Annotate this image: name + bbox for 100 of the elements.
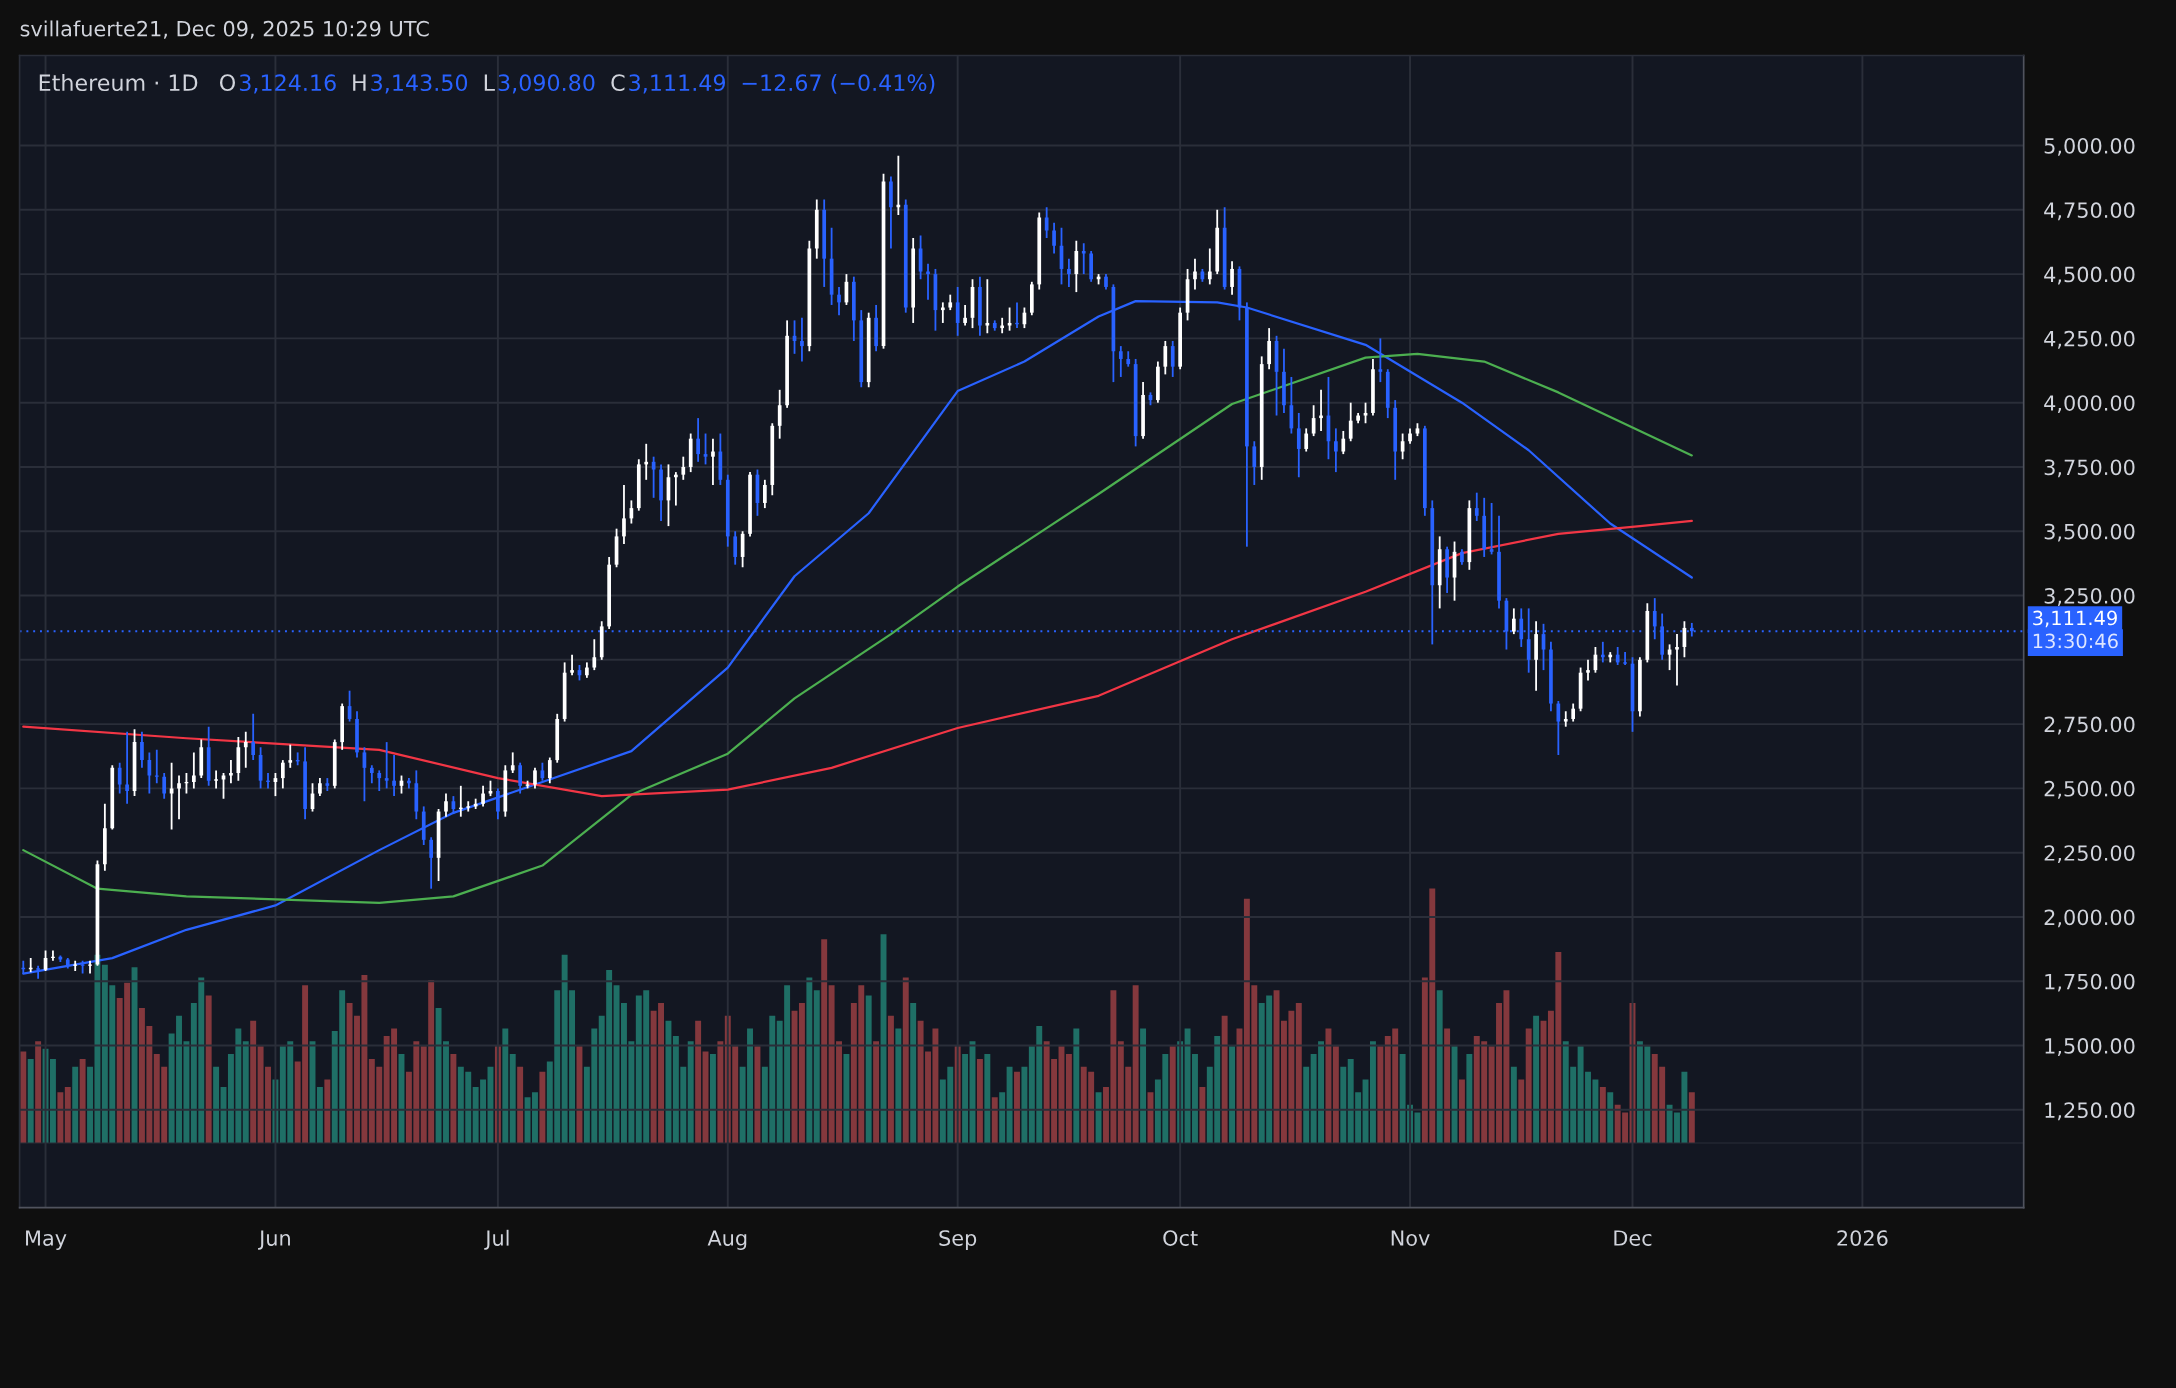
y-tick-label: 1,500.00 — [2045, 1038, 2135, 1056]
candlestick — [1623, 651, 1627, 666]
candlestick — [592, 638, 597, 672]
bar — [813, 990, 820, 1144]
bar — [1169, 1046, 1176, 1144]
ref-line-label: 3,111.49 — [2033, 610, 2117, 628]
bar — [250, 1020, 257, 1144]
bar — [1073, 1028, 1080, 1144]
y-tick-label: 3,500.00 — [2044, 523, 2135, 542]
candlestick — [1081, 242, 1086, 276]
candlestick — [681, 455, 686, 481]
bar — [1340, 1066, 1347, 1144]
bar — [1221, 1015, 1228, 1144]
bar — [509, 1053, 516, 1144]
bar — [1065, 1053, 1072, 1144]
candlestick — [377, 769, 382, 792]
candlestick — [518, 761, 522, 795]
bar — [976, 1059, 983, 1144]
candlestick — [837, 286, 841, 317]
candlestick — [1230, 260, 1234, 296]
bar — [213, 1066, 220, 1144]
bar — [1006, 1066, 1013, 1144]
candlestick — [1489, 502, 1494, 556]
bar — [665, 1020, 672, 1144]
candlestick — [1378, 337, 1383, 384]
candlestick — [280, 759, 285, 790]
bar — [20, 1051, 27, 1144]
candlestick — [140, 730, 144, 769]
bar — [450, 1053, 457, 1144]
y-tick-label: 1,750.00 — [2045, 973, 2135, 992]
candlestick — [1363, 401, 1368, 425]
candlestick — [1348, 401, 1353, 443]
candlestick — [392, 754, 396, 798]
bar — [999, 1092, 1006, 1144]
annotation: C — [611, 74, 625, 92]
bar — [64, 1087, 71, 1144]
candlestick — [243, 730, 248, 769]
x-tick-label: Aug — [707, 1230, 747, 1250]
text: svillafuerte21, Dec 09, 2025 10:29 UTC — [20, 20, 429, 39]
bar — [205, 995, 212, 1144]
candlestick — [1052, 221, 1056, 255]
bar — [709, 1053, 716, 1144]
bar — [502, 1028, 509, 1144]
annotation: −12.67 (−0.41%) — [742, 73, 935, 94]
bar — [1444, 1028, 1451, 1144]
y-tick-label: 3,750.00 — [2044, 459, 2135, 478]
candlestick — [570, 653, 574, 677]
bar — [1021, 1066, 1028, 1144]
text: Ethereum · 1D — [39, 73, 198, 92]
bar — [517, 1066, 524, 1144]
candlestick — [1615, 646, 1620, 666]
candlestick — [1074, 239, 1079, 294]
bar — [1458, 1079, 1465, 1144]
bar — [35, 1041, 42, 1144]
candlestick — [318, 777, 322, 798]
x-tick-label: Nov — [1391, 1230, 1430, 1246]
candlestick — [1044, 206, 1049, 240]
bar — [1466, 1053, 1473, 1144]
bar — [242, 1041, 249, 1144]
candlestick — [1118, 345, 1123, 378]
y-tick-label: 4,250.00 — [2044, 330, 2135, 349]
bar — [991, 1097, 998, 1144]
x-tick-label: Jun — [258, 1230, 290, 1250]
y-tick-label: 2,750.00 — [2044, 716, 2135, 735]
bar — [27, 1059, 34, 1144]
y-tick-label: 4,500.00 — [2044, 266, 2135, 285]
annotation: 3,090.80 — [498, 74, 595, 94]
bar — [887, 1015, 894, 1144]
x-tick-label: 2026 — [1837, 1230, 1888, 1246]
y-tick-label: 2,500.00 — [2044, 780, 2135, 799]
annotation: 3,143.50 — [371, 74, 468, 94]
candlestick — [777, 388, 782, 440]
bar — [687, 1041, 694, 1144]
y-tick-label: 2,000.00 — [2044, 909, 2135, 928]
y-tick-label: 4,750.00 — [2044, 202, 2135, 221]
candlestick — [763, 478, 767, 510]
bar — [717, 1041, 724, 1144]
bar — [1014, 1071, 1020, 1144]
candlestick — [369, 764, 374, 785]
bar — [1095, 1092, 1102, 1144]
candlestick — [1586, 658, 1590, 682]
candlestick — [733, 530, 738, 566]
y-tick-label: 1,250.00 — [2045, 1102, 2135, 1121]
x-tick-label: Oct — [1163, 1230, 1198, 1246]
candlestick — [1512, 607, 1516, 636]
annotation: 3,111.49 — [629, 74, 726, 94]
candlestick — [533, 766, 537, 790]
candlestick — [622, 484, 626, 546]
bar — [1377, 1046, 1384, 1144]
bar — [910, 1003, 917, 1144]
y-tick-label: 2,250.00 — [2044, 845, 2135, 864]
candlestick — [1334, 427, 1338, 474]
x-tick-label: Dec — [1614, 1230, 1652, 1246]
candlestick — [162, 772, 167, 800]
bar — [1599, 1087, 1606, 1144]
candlestick — [1252, 440, 1257, 486]
candlestick — [88, 959, 92, 975]
candlestick — [117, 761, 122, 795]
bar — [1199, 1087, 1206, 1144]
candlestick — [1556, 700, 1561, 756]
